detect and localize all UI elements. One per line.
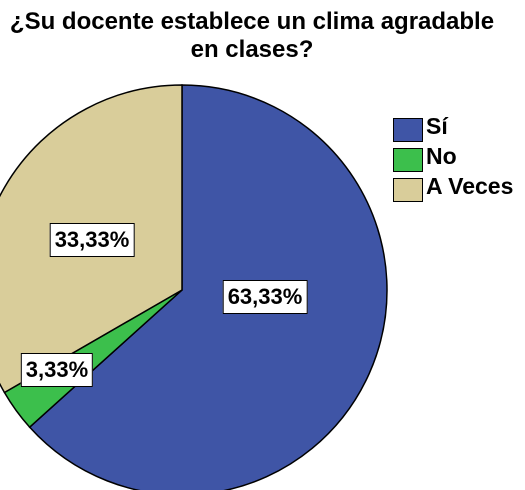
legend-swatch xyxy=(393,178,423,202)
legend-swatch xyxy=(393,148,423,172)
legend-swatch xyxy=(393,118,423,142)
legend-item: No xyxy=(393,145,516,172)
legend-label: Sí xyxy=(426,113,448,139)
legend-label: A Veces xyxy=(426,173,514,199)
pie-slice xyxy=(28,84,388,490)
value-label: 63,33% xyxy=(222,280,308,314)
legend-item: Sí xyxy=(393,115,516,142)
legend-item: A Veces xyxy=(393,175,516,202)
value-label: 33,33% xyxy=(49,223,135,257)
chart-title: ¿Su docente establece un clima agradable… xyxy=(9,8,495,63)
legend-label: No xyxy=(426,143,457,169)
value-label: 3,33% xyxy=(20,353,94,387)
